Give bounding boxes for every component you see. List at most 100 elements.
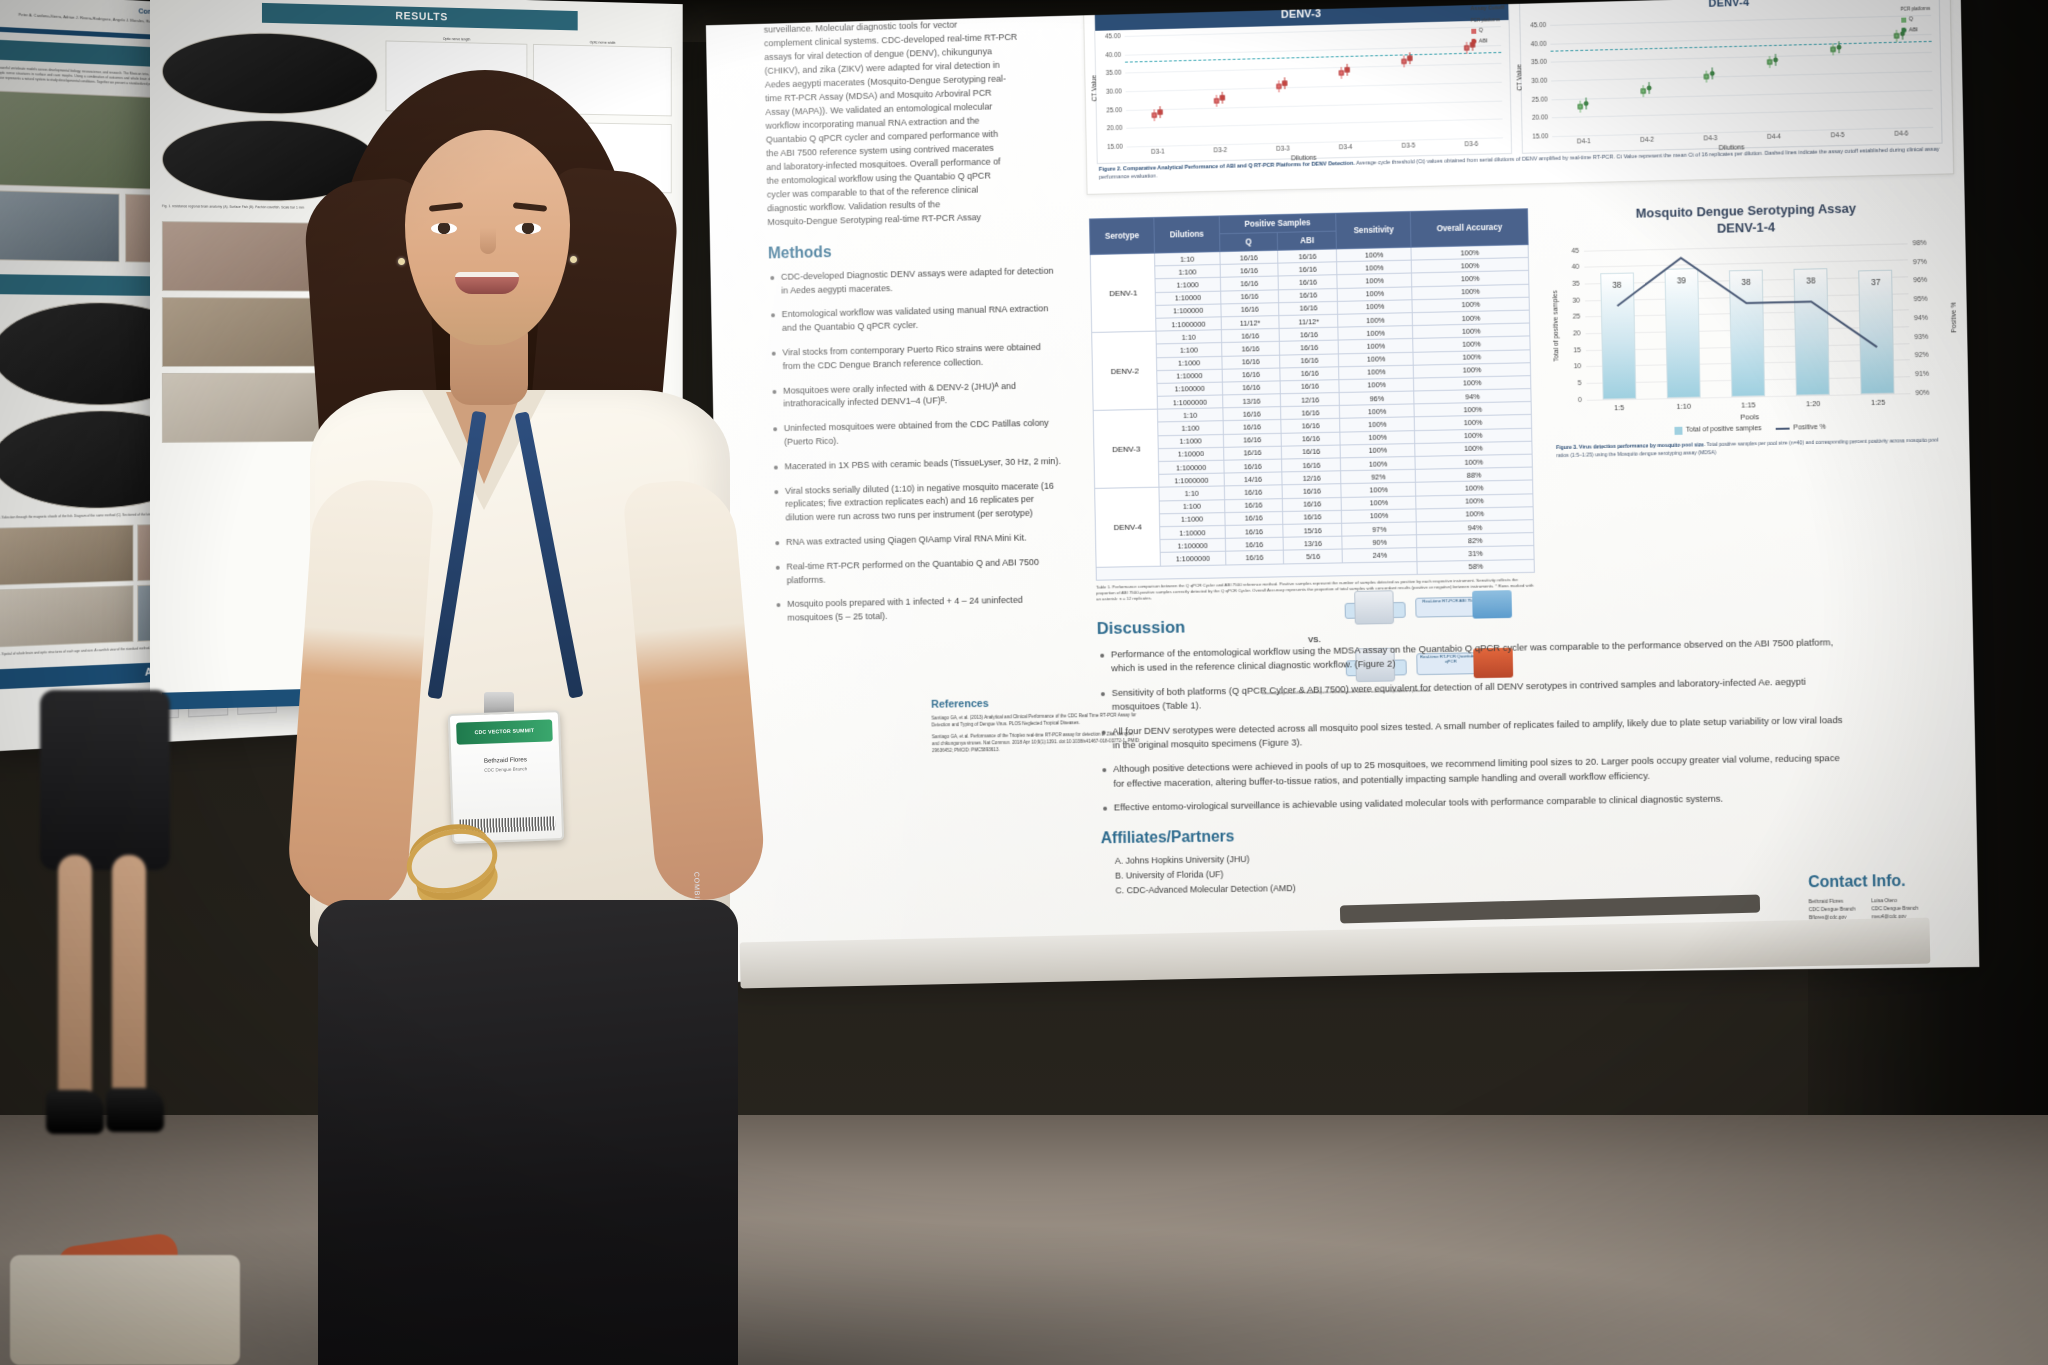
earring-right [570,256,577,263]
chart-gridline [1550,52,1932,63]
cell-q: 16/16 [1223,446,1282,461]
discussion-item: Performance of the entomological workflo… [1097,636,1846,677]
chart-y2tick: 90% [1915,389,1930,397]
cell-q: 16/16 [1221,380,1281,396]
person-presenter: COMBINEDVECTORS.COM CDC VECTOR SUMMIT Be… [150,60,790,1365]
discussion-item: Sensitivity of both platforms (Q qPCR Cy… [1098,675,1847,716]
cell-abi: 16/16 [1280,405,1340,420]
chart-xtick: D3-4 [1338,144,1353,152]
left-photo-f [0,525,134,587]
chart-y2tick: 94% [1913,314,1929,322]
cell-q: 16/16 [1223,485,1283,500]
cell-dilution: 1:1000 [1158,434,1224,449]
contact-heading: Contact Info. [1808,872,1906,892]
chart-xtick: 1:25 [1870,397,1886,407]
methods-heading: Methods [767,244,832,263]
chart-xtick: 1:15 [1741,400,1756,410]
main-left-column: surveillance. Molecular diagnostic tools… [764,16,1066,636]
chart-ytick: 30 [1572,296,1581,304]
chart-ytick: 40 [1571,263,1580,271]
earring-left [398,258,405,265]
chart-gridline [1126,118,1503,130]
cell-abi: 12/16 [1282,470,1342,486]
cell-q: 16/16 [1224,511,1284,526]
cell-abi: 16/16 [1278,261,1338,277]
figure-3-plot: Total of positive samples Positive % 0 5 1… [1552,239,1959,412]
chart-ylabel-denv4: CT Value [1515,63,1524,91]
cell-q: 16/16 [1221,367,1281,382]
cell-abi: 15/16 [1283,523,1343,538]
cell-abi: 16/16 [1279,340,1339,355]
abstract-text: surveillance. Molecular diagnostic tools… [763,19,1018,227]
cell-q: 16/16 [1221,354,1281,369]
cell-serotype: DENV-2 [1091,331,1158,411]
figure-2-chart-denv4: DENV-4 CT Value 45.00 40.00 35.00 30.00 25.0… [1515,0,1943,154]
figure-3-title: Mosquito Dengue Serotyping Assay DENV-1-… [1548,199,1946,242]
cell-abi: 16/16 [1278,248,1337,264]
cell-dilution: 1:100 [1157,421,1223,436]
cell-dilution: 1:1000000 [1160,551,1226,566]
chart-ytick: 5 [1577,379,1582,387]
chart-xtick: D4-3 [1703,135,1718,143]
chart-ytick: 35.00 [1105,69,1122,77]
chart-gridline [1552,126,1934,138]
cell-abi: 16/16 [1280,366,1340,381]
cell-q: 16/16 [1219,250,1279,265]
background-person-leg-left [58,855,92,1105]
chart-xtick: 1:20 [1805,398,1821,409]
cell-abi: 16/16 [1278,288,1338,303]
cell-q: 16/16 [1219,276,1279,291]
chart-legend-denv4: Assay Cutoff PCR platforms Q ABI [1900,0,1935,34]
chart-gridline [1126,137,1503,148]
cell-abi: 16/16 [1279,353,1339,368]
chart-y2tick: 95% [1913,295,1928,303]
cell-abi: 16/16 [1281,457,1341,473]
cell-abi: 16/16 [1282,497,1342,512]
chart-ytick: 45 [1571,247,1580,255]
chart-y2tick: 97% [1912,257,1927,266]
discussion-item: Although positive detections were achiev… [1099,752,1848,792]
eye-right [515,223,541,234]
cell-dilution: 1:10000 [1159,525,1225,540]
cell-dilution: 1:10000 [1158,447,1224,462]
discussion-item: Effective entomo-virological surveillanc… [1100,791,1848,816]
face [405,130,570,345]
cell-q: 16/16 [1220,302,1280,317]
chart-ytick: 25.00 [1531,95,1548,104]
cell-abi: 11/12* [1279,314,1339,329]
chart-ytick: 25.00 [1106,106,1123,114]
chart-ytick: 35.00 [1530,58,1547,66]
cell-dilution: 1:10 [1157,408,1223,423]
chart-ytick: 20.00 [1532,114,1548,122]
methods-item: CDC-developed Diagnostic DENV assays wer… [768,264,1059,298]
cell-dilution: 1:100000 [1158,460,1224,475]
chart-y2tick: 93% [1914,332,1929,341]
cell-q: 16/16 [1222,432,1282,448]
methods-item: Viral stocks from contemporary Puerto Ri… [770,341,1061,374]
table-1: Serotype Dilutions Positive Samples Sens… [1089,208,1535,581]
figure-2-panel: DENV-3 CT Value 45.00 40.00 35.00 30.00 25.0… [1082,0,1955,195]
cell-q: 16/16 [1220,328,1280,343]
table-1-wrapper: Serotype Dilutions Positive Samples Sens… [1089,208,1535,603]
cell-q: 16/16 [1220,289,1280,304]
cell-q: 16/16 [1224,498,1283,513]
chart-y2tick: 92% [1914,351,1929,359]
badge-subtitle: CDC Dengue Branch [484,766,528,773]
middle-section-results: RESULTS [261,2,578,31]
cell-sensitivity: 24% [1342,547,1418,563]
methods-item: Real-time RT-PCR performed on the Quanta… [774,555,1065,587]
cell-q: 16/16 [1223,459,1283,474]
figure-3-panel: Mosquito Dengue Serotyping Assay DENV-1-… [1548,199,1959,461]
background-person-shoe-right [106,1088,164,1132]
eyebrow-right [512,202,548,212]
chart-ytick: 15 [1573,346,1582,354]
cell-dilution: 1:100000 [1160,538,1226,553]
badge-logo: CDC VECTOR SUMMIT [456,719,553,745]
chart-gridline [1125,81,1502,93]
poster-main: surveillance. Molecular diagnostic tools… [705,0,1980,983]
cell-q: 16/16 [1222,406,1282,422]
cell-dilution: 1:1000000 [1157,395,1223,410]
affiliates-heading: Affiliates/Partners [1100,828,1235,847]
chart-ytick: 40.00 [1105,51,1122,59]
chart-ytick: 25 [1572,313,1581,321]
